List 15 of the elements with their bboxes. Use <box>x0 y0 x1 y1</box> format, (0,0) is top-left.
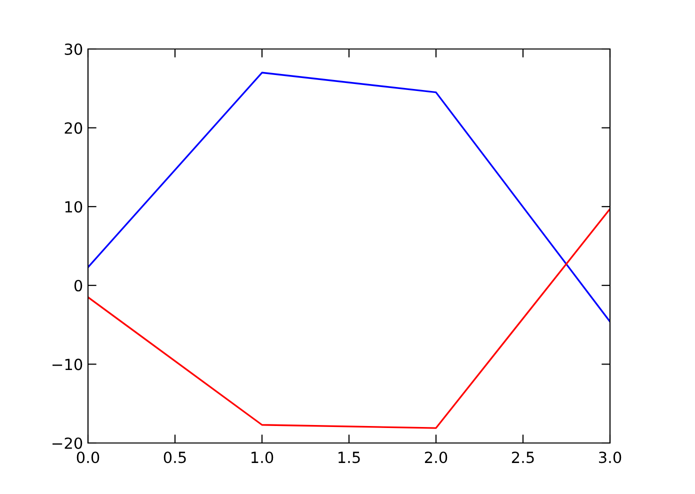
x-tick-label: 1.5 <box>338 452 360 464</box>
y-tick-label: 0 <box>74 280 82 292</box>
x-tick-label: 3.0 <box>599 452 622 464</box>
y-tick-label: 20 <box>64 122 82 134</box>
x-tick-label: 2.0 <box>424 452 448 464</box>
x-tick-label: 0.0 <box>76 452 100 464</box>
line-series <box>88 208 610 429</box>
x-tick-label: 1.0 <box>252 452 274 464</box>
x-tick-label: 2.5 <box>512 452 534 464</box>
y-tick-label: 30 <box>64 43 82 56</box>
x-tick-label: 0.5 <box>164 452 186 464</box>
y-tick-label: −10 <box>52 358 82 370</box>
line-series <box>88 72 610 322</box>
y-tick-label: −20 <box>52 437 82 450</box>
y-tick-label: 10 <box>65 201 82 213</box>
